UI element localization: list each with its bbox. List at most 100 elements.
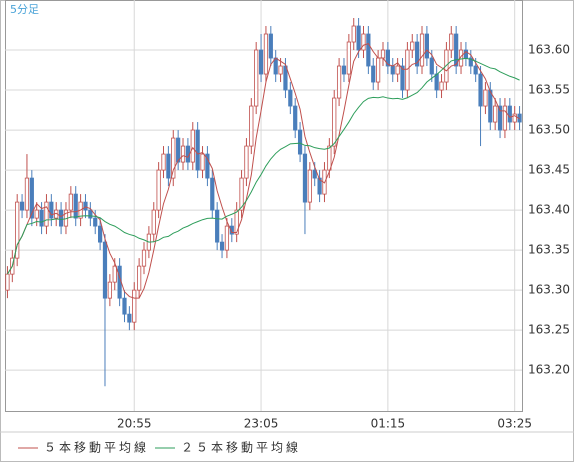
candle-body: [93, 217, 98, 227]
candle-body: [112, 265, 117, 283]
candle-body: [376, 57, 381, 83]
candle-body: [161, 153, 166, 171]
candle-body: [239, 177, 244, 211]
candle-body: [263, 33, 269, 75]
candle-body: [512, 113, 517, 123]
candle-body: [371, 65, 376, 83]
candle-body: [449, 33, 454, 51]
y-tick-label: 163.45: [528, 163, 570, 177]
y-tick-label: 163.35: [528, 243, 570, 257]
candle-body: [351, 25, 356, 43]
candle-body: [385, 49, 390, 67]
candle-body: [258, 49, 264, 75]
candle-body: [268, 33, 273, 59]
candle-body: [44, 201, 49, 227]
moving-average-line: [7, 57, 520, 275]
y-tick-label: 163.40: [528, 203, 570, 217]
candle-body: [419, 33, 425, 67]
candle-body: [58, 209, 64, 227]
candle-body: [49, 201, 54, 219]
y-tick-label: 163.25: [528, 323, 570, 337]
x-tick-label: 23:05: [244, 417, 279, 431]
y-tick-label: 163.55: [528, 83, 570, 97]
candle-body: [473, 65, 478, 75]
candle-body: [210, 177, 215, 211]
candle-body: [29, 177, 34, 219]
candle-body: [224, 225, 230, 251]
candle-body: [68, 193, 73, 211]
candle-body: [283, 65, 288, 91]
candle-body: [405, 49, 410, 91]
candle-body: [166, 153, 171, 179]
candle-body: [73, 193, 78, 219]
candle-body: [141, 249, 147, 267]
candle-body: [24, 177, 30, 211]
candle-body: [254, 49, 259, 107]
candle-body: [429, 57, 434, 75]
y-tick-label: 163.30: [528, 283, 570, 297]
chart-title: 5分足: [10, 3, 39, 16]
candle-body: [219, 241, 225, 251]
x-tick-label: 03:25: [497, 417, 532, 431]
candle-body: [34, 209, 39, 219]
candle-body: [288, 89, 293, 107]
candle-body: [127, 313, 132, 323]
candle-body: [497, 105, 503, 131]
candle-body: [102, 241, 108, 299]
candle-body: [180, 145, 186, 163]
candle-body: [395, 65, 400, 75]
candle-body: [171, 137, 176, 179]
candle-body: [215, 209, 220, 243]
candle-body: [200, 153, 205, 171]
candle-body: [483, 89, 488, 107]
candle-body: [132, 289, 137, 323]
candle-body: [190, 129, 195, 163]
candle-body: [507, 105, 512, 123]
candle-body: [410, 41, 415, 51]
candle-body: [356, 25, 361, 51]
candle-body: [415, 41, 420, 67]
candle-body: [317, 177, 322, 195]
candle-body: [346, 41, 351, 75]
candle-body: [327, 145, 332, 171]
candle-body: [15, 201, 20, 259]
y-tick-label: 163.60: [528, 43, 570, 57]
candle-body: [19, 201, 25, 211]
y-tick-label: 163.20: [528, 363, 570, 377]
candle-body: [400, 65, 405, 91]
candle-body: [380, 49, 386, 59]
candle-body: [361, 33, 366, 51]
candle-body: [98, 225, 103, 243]
candle-body: [493, 105, 498, 123]
moving-average-line: [7, 43, 520, 299]
candle-body: [424, 33, 429, 59]
candle-body: [244, 145, 249, 179]
candle-body: [195, 129, 200, 171]
candle-body: [390, 65, 395, 75]
candle-body: [468, 57, 473, 67]
candle-body: [156, 169, 161, 211]
x-tick-label: 20:55: [117, 417, 152, 431]
candle-body: [312, 169, 317, 179]
candle-body: [83, 201, 88, 211]
candle-body: [273, 57, 278, 75]
candle-body: [488, 89, 493, 123]
candle-body: [122, 297, 127, 315]
y-tick-label: 163.50: [528, 123, 570, 137]
candle-body: [137, 265, 142, 291]
candle-body: [151, 209, 156, 235]
candle-body: [302, 153, 308, 203]
candle-body: [434, 73, 439, 91]
candle-body: [341, 65, 347, 75]
candle-body: [234, 209, 239, 235]
candle-body: [205, 153, 210, 179]
candle-body: [454, 33, 459, 67]
legend-label: ２５本移動平均線: [181, 440, 301, 455]
legend-label: ５本移動平均線: [44, 440, 149, 455]
candle-body: [336, 65, 342, 99]
candle-body: [332, 97, 337, 147]
x-tick-label: 01:15: [371, 417, 406, 431]
candle-body: [5, 273, 10, 291]
candle-body: [478, 73, 483, 107]
